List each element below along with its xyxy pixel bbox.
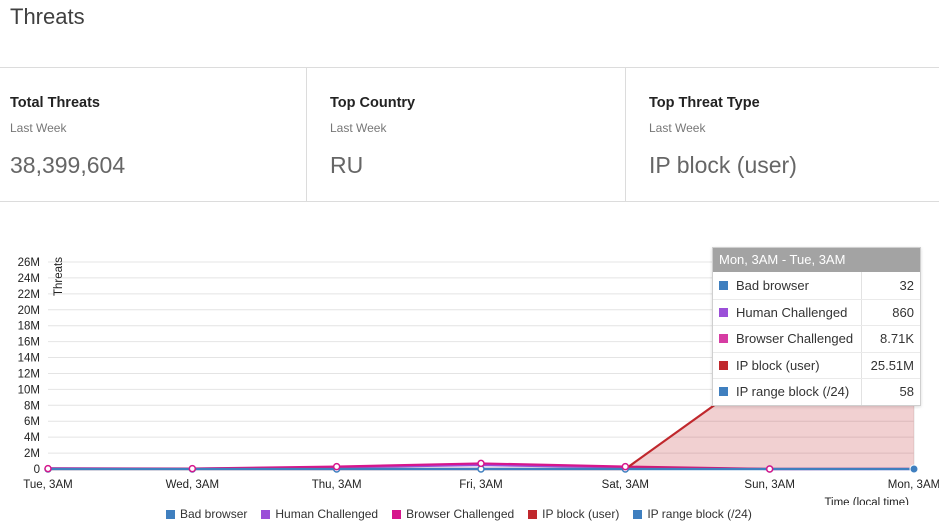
tooltip-series-name: Bad browser [736, 277, 809, 293]
chart-legend: Bad browser Human Challenged Browser Cha… [166, 507, 766, 521]
x-tick-label: Wed, 3AM [166, 479, 219, 491]
stat-period: Last Week [10, 121, 67, 135]
tooltip-series-name: IP range block (/24) [736, 384, 850, 400]
stat-value: RU [330, 152, 364, 178]
tooltip-row-browser-challenged: Browser Challenged 8.71K [713, 325, 920, 352]
y-tick-label: 20M [18, 305, 40, 317]
y-tick-label: 24M [18, 273, 40, 285]
tooltip-series-value: 8.71K [880, 331, 914, 347]
y-tick-label: 6M [24, 416, 40, 428]
tooltip-row-ip-range-block: IP range block (/24) 58 [713, 378, 920, 405]
y-tick-label: 22M [18, 289, 40, 301]
tooltip-swatch [719, 360, 728, 370]
stat-period: Last Week [649, 121, 706, 135]
y-tick-label: 18M [18, 321, 40, 333]
stat-value: IP block (user) [649, 152, 797, 178]
x-axis-title: Time (local time) [824, 497, 909, 505]
legend-label: Human Challenged [275, 507, 379, 521]
y-tick-label: 0 [34, 464, 40, 476]
tooltip-series-value: 25.51M [870, 357, 914, 373]
legend-swatch [528, 509, 538, 519]
stat-card-total-threats: Total Threats Last Week 38,399,604 [0, 68, 306, 201]
y-tick-label: 2M [24, 448, 40, 460]
tooltip-row-ip-block-user: IP block (user) 25.51M [713, 351, 920, 378]
stat-label: Top Threat Type [649, 95, 760, 111]
point-browser-challenged [621, 462, 630, 471]
tooltip-series-value: 860 [892, 304, 914, 320]
legend-item-bad-browser[interactable]: Bad browser [166, 507, 247, 521]
stat-card-top-country: Top Country Last Week RU [306, 68, 625, 201]
stat-card-top-threat-type: Top Threat Type Last Week IP block (user… [625, 68, 939, 201]
tooltip-row-bad-browser: Bad browser 32 [713, 272, 920, 299]
stat-label: Total Threats [10, 95, 100, 111]
tooltip-series-value: 58 [899, 384, 914, 400]
stat-value: 38,399,604 [10, 152, 126, 178]
x-tick-label: Mon, 3AM [888, 479, 939, 491]
x-tick-label: Sat, 3AM [602, 479, 649, 491]
tooltip-series-name: Human Challenged [736, 304, 848, 320]
tooltip-swatch [719, 307, 728, 317]
point-browser-challenged [44, 464, 52, 473]
legend-label: Bad browser [180, 507, 248, 521]
legend-item-browser-challenged[interactable]: Browser Challenged [392, 507, 514, 521]
point-active [909, 464, 919, 474]
y-tick-label: 26M [18, 257, 40, 269]
y-tick-label: 12M [18, 368, 40, 380]
x-tick-label: Tue, 3AM [23, 479, 72, 491]
legend-item-ip-block-user[interactable]: IP block (user) [528, 507, 619, 521]
y-axis-title: Threats [53, 257, 65, 296]
x-tick-label: Thu, 3AM [312, 479, 362, 491]
legend-swatch [166, 509, 175, 519]
tooltip-title: Mon, 3AM - Tue, 3AM [713, 248, 920, 272]
legend-item-ip-range-block[interactable]: IP range block (/24) [633, 507, 752, 521]
legend-swatch [633, 509, 643, 519]
stat-label: Top Country [330, 95, 416, 111]
x-tick-label: Fri, 3AM [459, 479, 502, 491]
y-tick-label: 10M [18, 384, 40, 396]
stats-row: Total Threats Last Week 38,399,604 Top C… [0, 67, 939, 202]
y-tick-label: 14M [18, 353, 40, 365]
point-browser-challenged [188, 464, 197, 473]
tooltip-series-name: Browser Challenged [736, 331, 854, 347]
tooltip-swatch [719, 280, 728, 290]
y-tick-label: 8M [24, 400, 40, 412]
point-browser-challenged [332, 462, 341, 471]
legend-label: Browser Challenged [406, 507, 515, 521]
legend-swatch [392, 509, 402, 519]
legend-label: IP block (user) [542, 507, 620, 521]
tooltip-swatch [719, 387, 728, 397]
x-tick-label: Sun, 3AM [744, 479, 795, 491]
stat-period: Last Week [330, 121, 387, 135]
y-tick-label: 16M [18, 337, 40, 349]
chart-tooltip: Mon, 3AM - Tue, 3AM Bad browser 32 Human… [712, 247, 921, 406]
legend-swatch [261, 509, 271, 519]
tooltip-row-human-challenged: Human Challenged 860 [713, 298, 920, 325]
legend-label: IP range block (/24) [647, 507, 752, 521]
legend-item-human-challenged[interactable]: Human Challenged [261, 507, 378, 521]
y-tick-label: 4M [24, 432, 40, 444]
tooltip-series-name: IP block (user) [736, 357, 820, 373]
point-browser-challenged [477, 459, 485, 468]
tooltip-series-value: 32 [899, 277, 914, 293]
tooltip-swatch [719, 334, 728, 344]
page-title: Threats [10, 4, 85, 29]
point-browser-challenged [765, 465, 774, 473]
